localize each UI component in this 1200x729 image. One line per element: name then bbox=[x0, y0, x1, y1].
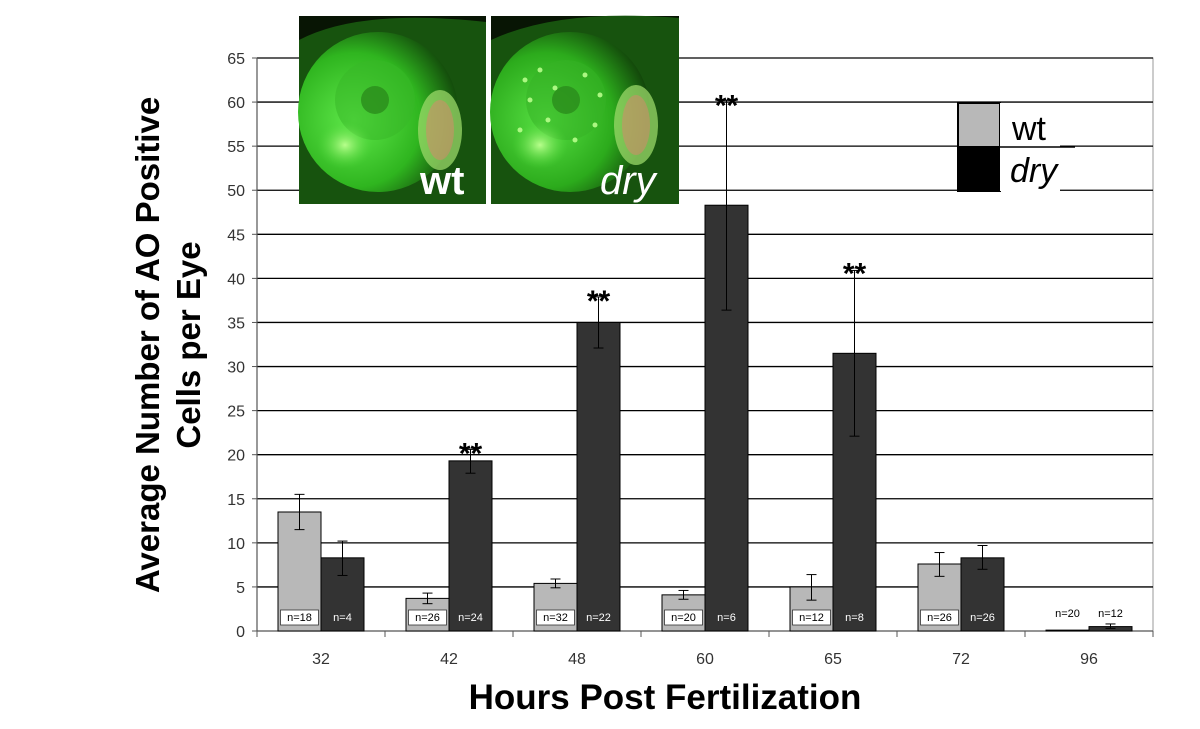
x-axis-ticks: 32 42 48 60 65 72 96 bbox=[256, 631, 1154, 668]
bar-dry-48 bbox=[576, 321, 621, 632]
x-tick-label: 96 bbox=[1080, 651, 1098, 668]
x-tick-label: 60 bbox=[696, 651, 714, 668]
n-label-wt-60: n=20 bbox=[671, 612, 696, 624]
n-label-dry-48: n=22 bbox=[586, 612, 611, 624]
inset-panel-dry: dry bbox=[490, 15, 679, 204]
legend-label-wt: wt bbox=[1011, 110, 1047, 148]
x-axis-title: Hours Post Fertilization bbox=[469, 678, 862, 717]
y-tick-label: 5 bbox=[236, 580, 245, 597]
x-tick-label: 65 bbox=[824, 651, 842, 668]
n-label-box bbox=[664, 609, 703, 626]
n-label-wt-72: n=26 bbox=[927, 612, 952, 624]
bar-wt-96 bbox=[1045, 629, 1090, 632]
n-label-box bbox=[280, 609, 319, 626]
significance-60: ** bbox=[715, 89, 739, 122]
inset-divider bbox=[486, 16, 491, 204]
n-label-dry-72: n=26 bbox=[970, 612, 995, 624]
y-tick-label: 35 bbox=[227, 315, 245, 332]
y-axis-title: Average Number of AO Positive Cells per … bbox=[129, 97, 207, 593]
legend-swatch-wt bbox=[957, 102, 1001, 148]
n-label-dry-96: n=12 bbox=[1098, 608, 1123, 620]
y-tick-label: 55 bbox=[227, 139, 245, 156]
y-tick-label: 45 bbox=[227, 227, 245, 244]
significance-markers: ** ** ** ** bbox=[459, 89, 867, 470]
y-tick-label: 60 bbox=[227, 95, 245, 112]
sample-size-labels: n=18 n=4 n=26 n=24 n=32 n=22 n=20 n=6 n=12 n=8 n=2… bbox=[280, 608, 1123, 626]
y-tick-label: 10 bbox=[227, 536, 245, 553]
y-tick-label: 20 bbox=[227, 448, 245, 465]
error-bars bbox=[294, 99, 1116, 629]
x-tick-label: 48 bbox=[568, 651, 586, 668]
y-tick-label: 65 bbox=[227, 51, 245, 68]
n-label-dry-42: n=24 bbox=[458, 612, 483, 624]
n-label-dry-32: n=4 bbox=[333, 612, 352, 624]
micrograph-inset: wt dry bbox=[298, 15, 679, 204]
y-tick-label: 30 bbox=[227, 360, 245, 377]
significance-48: ** bbox=[587, 285, 611, 318]
inset-label-wt: wt bbox=[419, 159, 464, 203]
n-label-dry-60: n=6 bbox=[717, 612, 736, 624]
x-tick-label: 42 bbox=[440, 651, 458, 668]
n-label-wt-42: n=26 bbox=[415, 612, 440, 624]
y-axis-title-line-2: Cells per Eye bbox=[170, 241, 207, 448]
legend: wt dry bbox=[957, 102, 1075, 192]
n-label-wt-32: n=18 bbox=[287, 612, 312, 624]
legend-label-dry: dry bbox=[1010, 152, 1059, 190]
n-label-wt-65: n=12 bbox=[799, 612, 824, 624]
significance-42: ** bbox=[459, 437, 483, 470]
y-tick-label: 50 bbox=[227, 183, 245, 200]
y-tick-label: 40 bbox=[227, 271, 245, 288]
n-label-wt-96: n=20 bbox=[1055, 608, 1080, 620]
n-label-dry-65: n=8 bbox=[845, 612, 864, 624]
n-label-box bbox=[408, 609, 447, 626]
bar-dry-72 bbox=[960, 557, 1005, 632]
bar-dry-42 bbox=[448, 460, 493, 632]
y-tick-label: 0 bbox=[236, 624, 245, 641]
x-tick-label: 32 bbox=[312, 651, 330, 668]
n-label-box bbox=[536, 609, 575, 626]
significance-65: ** bbox=[843, 258, 867, 291]
y-axis-title-line-1: Average Number of AO Positive bbox=[129, 97, 166, 593]
legend-swatch-dry bbox=[957, 146, 1001, 192]
n-label-wt-48: n=32 bbox=[543, 612, 568, 624]
y-axis-ticks: 0 5 10 15 20 25 30 35 40 45 50 55 60 65 bbox=[227, 51, 257, 641]
n-label-box bbox=[792, 609, 831, 626]
y-tick-label: 15 bbox=[227, 492, 245, 509]
inset-label-dry: dry bbox=[600, 159, 659, 203]
inset-panel-wt: wt bbox=[298, 16, 486, 204]
n-label-box bbox=[920, 609, 959, 626]
x-tick-label: 72 bbox=[952, 651, 970, 668]
y-tick-label: 25 bbox=[227, 404, 245, 421]
